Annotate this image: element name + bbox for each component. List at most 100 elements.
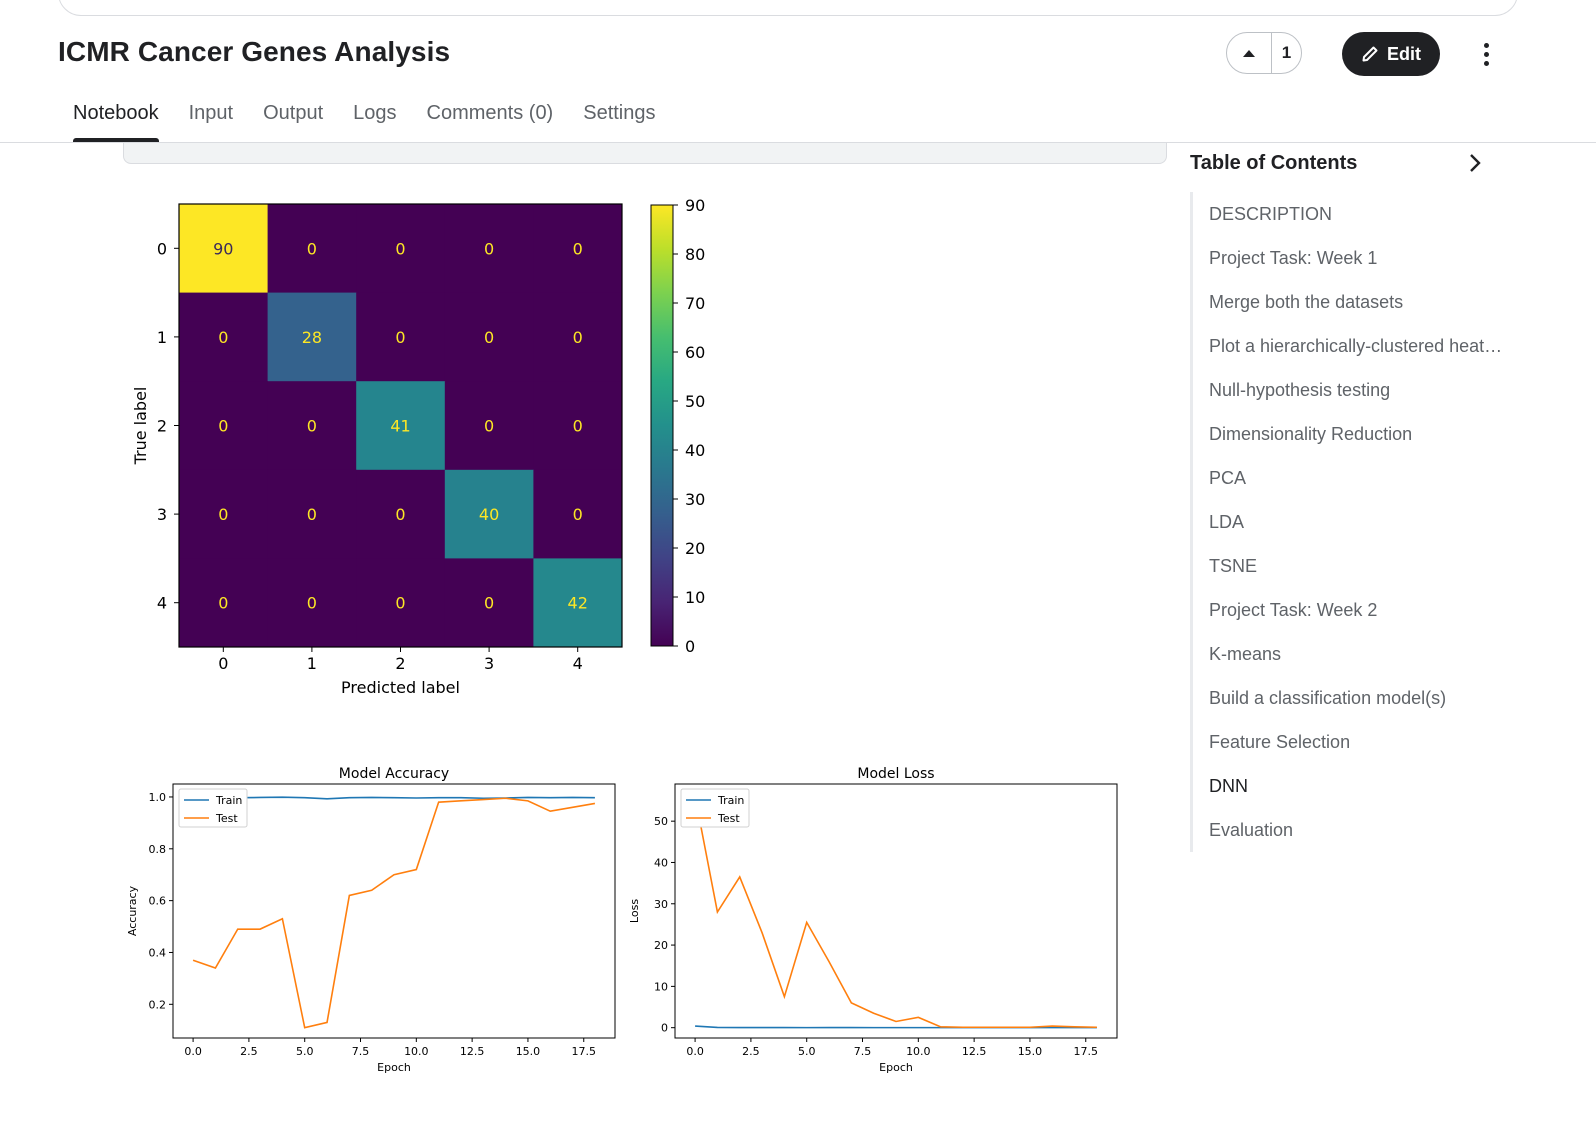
toc-item[interactable]: Plot a hierarchically-clustered heat… (1209, 336, 1503, 356)
model-accuracy-chart: Model Accuracy 0.0 2.5 5.0 7.5 10.0 12.5 15.0 17… (126, 766, 616, 1074)
matrix-cell (356, 381, 446, 471)
toc-item[interactable]: Project Task: Week 1 (1209, 248, 1378, 268)
colorbar-tick-label: 50 (685, 392, 705, 411)
code-cell[interactable] (123, 143, 1167, 164)
toc-item[interactable]: LDA (1209, 512, 1245, 532)
more-options-button[interactable] (1474, 40, 1498, 68)
matrix-cell (179, 204, 269, 294)
y-tick-label: 0.2 (149, 998, 167, 1011)
tab-logs[interactable]: Logs (353, 102, 397, 124)
cell-value-label: 0 (395, 594, 405, 613)
toc-collapse-button[interactable] (1460, 148, 1490, 178)
cell-value-label: 0 (307, 417, 317, 436)
top-search-bar[interactable] (58, 0, 1518, 16)
matrix-cell (444, 381, 534, 471)
y-tick-label: 0.4 (149, 946, 167, 959)
series-line-train (193, 796, 595, 800)
toc-item[interactable]: Null-hypothesis testing (1209, 380, 1391, 400)
cell-value-label: 0 (484, 239, 494, 258)
confusion-matrix-chart: 90 0 0 0 00 28 0 0 00 0 41 0 00 0 0 40 00 0 0 0 420 1 2 3 401234… (131, 196, 705, 697)
colorbar-tick-label: 60 (685, 343, 705, 362)
matrix-cell (356, 469, 446, 559)
colorbar-tick-label: 70 (685, 294, 705, 313)
upvote-button[interactable] (1227, 33, 1272, 73)
x-tick-label: 15.0 (1018, 1045, 1043, 1058)
colorbar-tick-label: 0 (685, 637, 695, 656)
chevron-right-icon (1470, 154, 1481, 172)
toc-item[interactable]: Project Task: Week 2 (1209, 600, 1378, 620)
x-tick-label: 0.0 (686, 1045, 704, 1058)
matrix-cell (533, 381, 623, 471)
cell-value-label: 0 (573, 328, 583, 347)
toc-item[interactable]: Evaluation (1209, 820, 1294, 840)
matrix-cell (533, 469, 623, 559)
y-tick-label: 1.0 (149, 791, 167, 804)
chart-title: Model Accuracy (339, 766, 449, 782)
colorbar-tick-label: 10 (685, 588, 705, 607)
x-tick-label: 15.0 (516, 1045, 541, 1058)
cell-value-label: 0 (484, 417, 494, 436)
toc-item[interactable]: Dimensionality Reduction (1209, 424, 1413, 444)
matrix-cell (356, 204, 446, 294)
y-tick-label: 1 (157, 328, 167, 347)
cell-value-label: 0 (573, 505, 583, 524)
cell-value-label: 0 (395, 505, 405, 524)
cell-value-label: 41 (390, 417, 410, 436)
cell-value-label: 0 (484, 328, 494, 347)
toc-item[interactable]: Feature Selection (1209, 732, 1351, 752)
edit-button[interactable]: Edit (1342, 32, 1440, 76)
x-tick-label: 2.5 (240, 1045, 258, 1058)
toc-item[interactable]: Build a classification model(s) (1209, 688, 1447, 708)
matrix-cell (444, 204, 534, 294)
y-axis-label: Loss (628, 899, 641, 923)
colorbar-tick-label: 90 (685, 196, 705, 215)
cell-value-label: 0 (307, 239, 317, 258)
legend-label: Train (215, 794, 242, 807)
x-axis-label: Epoch (377, 1061, 411, 1074)
x-tick-label: 2 (395, 654, 405, 673)
series-line-test (694, 796, 1097, 1029)
toc-item[interactable]: Merge both the datasets (1209, 292, 1404, 312)
matrix-cell (179, 292, 269, 382)
cell-value-label: 0 (218, 417, 228, 436)
colorbar-tick-label: 20 (685, 539, 705, 558)
matrix-cell (444, 558, 534, 648)
tab-settings[interactable]: Settings (583, 102, 656, 124)
matrix-cell (444, 469, 534, 559)
x-tick-label: 3 (484, 654, 494, 673)
colorbar-tick-label: 80 (685, 245, 705, 264)
toc-item[interactable]: TSNE (1209, 556, 1258, 576)
matrix-cell (267, 292, 357, 382)
tab-output[interactable]: Output (263, 102, 324, 124)
matrix-cell (533, 292, 623, 382)
cell-value-label: 0 (307, 594, 317, 613)
x-tick-label: 7.5 (854, 1045, 872, 1058)
upvote-group: 1 (1226, 32, 1302, 74)
x-tick-label: 5.0 (798, 1045, 816, 1058)
toc-item[interactable]: PCA (1209, 468, 1247, 488)
chart-title: Model Loss (857, 766, 934, 782)
y-tick-label: 10 (654, 980, 668, 993)
cell-value-label: 0 (573, 239, 583, 258)
y-axis-label: Accuracy (126, 885, 139, 936)
matrix-cell (267, 558, 357, 648)
x-tick-label: 5.0 (296, 1045, 314, 1058)
more-vert-icon (1483, 42, 1489, 48)
x-axis-label: Epoch (879, 1061, 913, 1074)
toc-item[interactable]: DESCRIPTION (1209, 204, 1333, 224)
y-tick-label: 4 (157, 594, 167, 613)
tab-comments[interactable]: Comments (0) (426, 102, 554, 124)
tab-notebook[interactable]: Notebook (58, 96, 174, 142)
matrix-cell (533, 204, 623, 294)
toc-item[interactable]: K-means (1209, 644, 1282, 664)
matrix-cell (179, 469, 269, 559)
cell-value-label: 0 (573, 417, 583, 436)
x-tick-label: 0 (218, 654, 228, 673)
y-axis-label: True label (131, 387, 150, 466)
y-tick-label: 3 (157, 505, 167, 524)
legend-label: Test (215, 812, 238, 825)
toc-item[interactable]: DNN (1193, 764, 1509, 808)
tab-input[interactable]: Input (188, 102, 234, 124)
model-loss-chart: Model Loss 0.0 2.5 5.0 7.5 10.0 12.5 15.0 17.5 0 1… (628, 766, 1118, 1074)
toc-title: Table of Contents (1190, 151, 1358, 174)
